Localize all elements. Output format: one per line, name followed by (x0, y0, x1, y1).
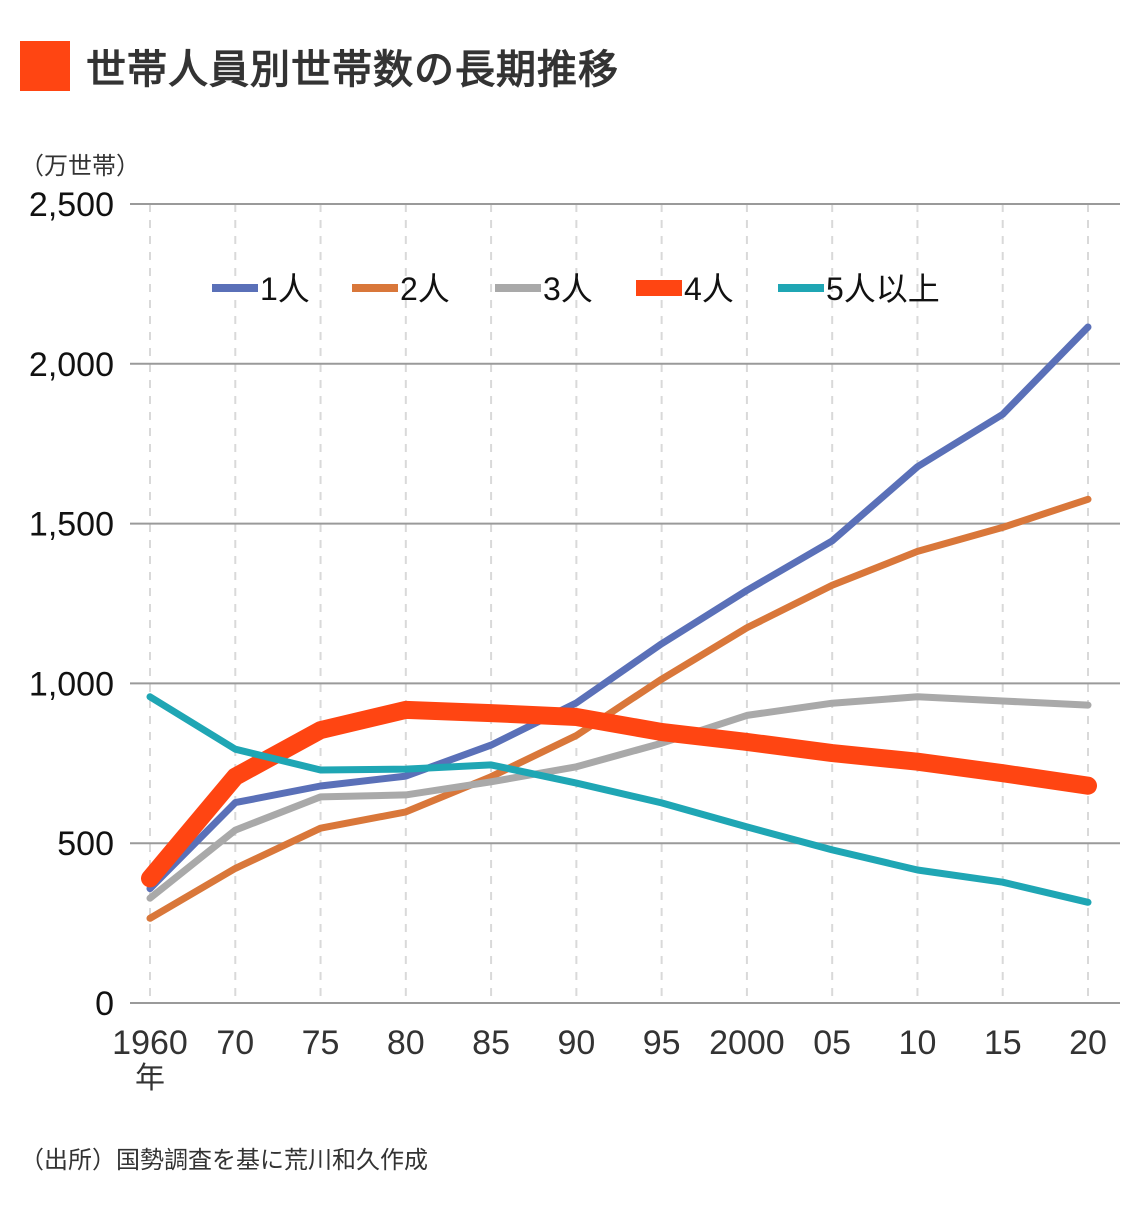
legend-label-2: 2人 (400, 271, 450, 307)
legend-swatch-1 (212, 284, 258, 292)
source-note: （出所）国勢調査を基に荒川和久作成 (20, 1146, 428, 1174)
y-axis-unit-label: （万世帯） (20, 152, 140, 180)
y-tick-label: 2,500 (29, 186, 114, 224)
y-tick-label: 1,500 (29, 506, 114, 544)
y-tick-label: 1,000 (29, 665, 114, 703)
legend-label-5: 5人以上 (826, 271, 940, 307)
x-axis-year-suffix: 年 (135, 1061, 165, 1096)
legend-label-3: 3人 (543, 271, 593, 307)
x-tick-label: 75 (302, 1024, 340, 1062)
x-tick-label: 20 (1069, 1024, 1107, 1062)
x-tick-label: 10 (899, 1024, 937, 1062)
x-tick-label: 15 (984, 1024, 1022, 1062)
legend-swatch-4 (636, 280, 682, 296)
series-line-4 (141, 700, 1097, 888)
series-line-2 (146, 495, 1092, 922)
title-accent-square (20, 41, 70, 91)
series-lines (141, 323, 1097, 922)
title-block: 世帯人員別世帯数の長期推移 (20, 40, 619, 93)
x-tick-label: 85 (472, 1024, 510, 1062)
x-axis-tick-labels: 1960 70 75 80 85 90 95 2000 05 10 15 20 年 (112, 1024, 1107, 1096)
series-line-5 (146, 693, 1092, 906)
series-line-1 (146, 323, 1092, 893)
legend-swatch-5 (778, 284, 824, 292)
x-tick-label: 80 (387, 1024, 425, 1062)
vertical-gridlines (149, 204, 1089, 1003)
x-tick-label: 90 (557, 1024, 595, 1062)
horizontal-gridlines (130, 203, 1120, 1004)
legend-label-1: 1人 (260, 271, 310, 307)
x-tick-label: 95 (643, 1024, 681, 1062)
x-tick-label: 1960 (112, 1024, 188, 1062)
legend-swatch-3 (495, 284, 541, 292)
y-tick-label: 0 (95, 985, 114, 1023)
x-tick-label: 70 (216, 1024, 254, 1062)
y-tick-label: 500 (57, 825, 114, 863)
series-line-3 (146, 693, 1092, 902)
y-axis-tick-labels: 0 500 1,000 1,500 2,000 2,500 (29, 186, 114, 1023)
chart-title: 世帯人員別世帯数の長期推移 (86, 47, 619, 93)
legend-label-4: 4人 (684, 271, 734, 307)
x-tick-label: 05 (813, 1024, 851, 1062)
x-tick-label: 2000 (709, 1024, 785, 1062)
legend: 1人 2人 3人 4人 5人以上 (212, 271, 940, 307)
legend-swatch-2 (352, 284, 398, 292)
y-tick-label: 2,000 (29, 346, 114, 384)
